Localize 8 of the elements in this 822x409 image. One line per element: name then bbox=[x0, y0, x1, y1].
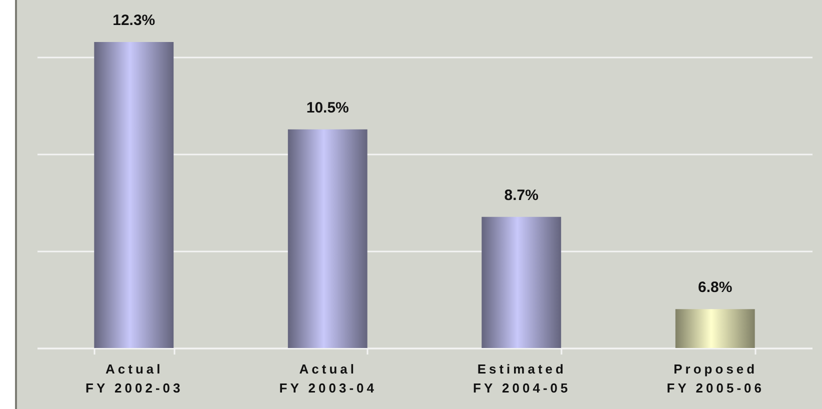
data-label: 8.7% bbox=[504, 186, 538, 204]
data-label: 6.8% bbox=[698, 279, 732, 296]
x-tick-label: Actual FY 2002-03 bbox=[86, 362, 184, 396]
x-tick-label: Actual FY 2003-04 bbox=[279, 362, 377, 396]
data-label: 10.5% bbox=[306, 99, 349, 116]
x-tick-label: Estimated FY 2004-05 bbox=[473, 362, 571, 396]
data-label: 12.3% bbox=[112, 12, 156, 29]
x-tick-label: Proposed FY 2005-06 bbox=[666, 362, 764, 396]
